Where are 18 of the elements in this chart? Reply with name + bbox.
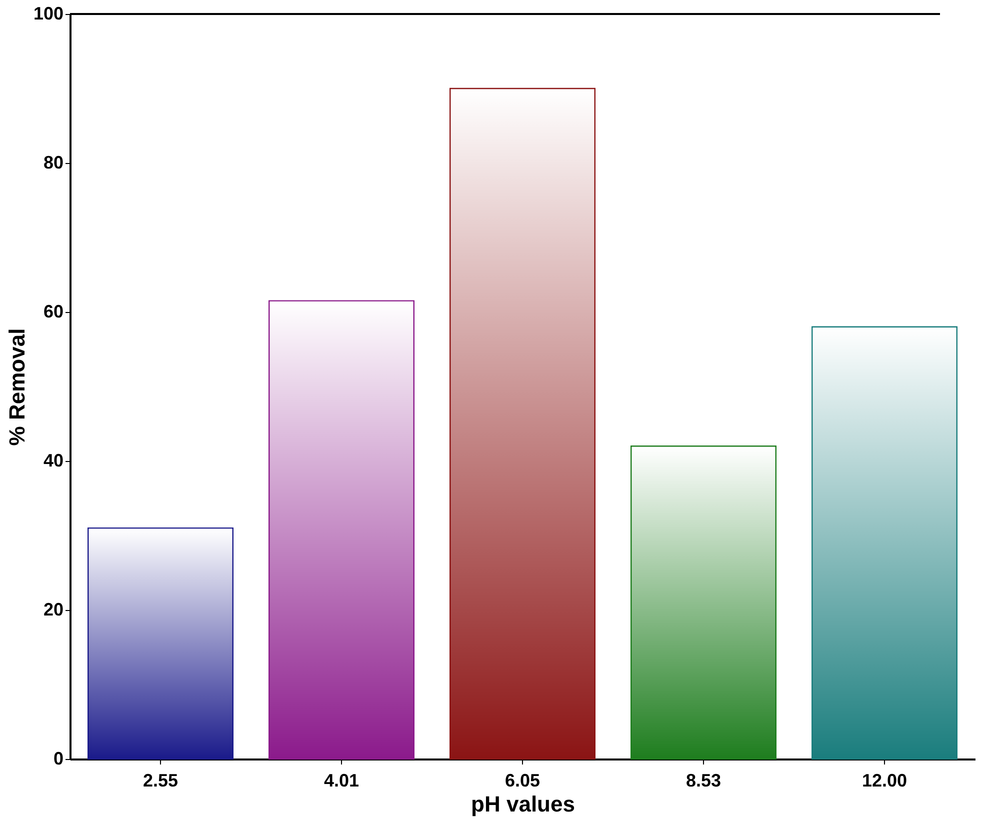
y-tick-label: 60	[43, 302, 64, 322]
x-axis-title: pH values	[471, 792, 575, 816]
y-tick-label: 100	[33, 4, 64, 24]
y-tick-label: 20	[43, 600, 64, 620]
x-tick-label: 6.05	[504, 770, 540, 790]
x-tick-label: 4.01	[324, 770, 360, 790]
y-tick-label: 0	[53, 748, 64, 768]
x-tick-label: 2.55	[142, 770, 178, 790]
y-tick-label: 40	[43, 450, 64, 470]
bar	[450, 88, 596, 760]
bar	[630, 446, 776, 760]
y-axis-title: % Removal	[4, 328, 30, 446]
bar	[268, 300, 414, 760]
x-tick-label: 12.00	[862, 770, 908, 790]
x-tick-label: 8.53	[686, 770, 722, 790]
bar	[812, 326, 958, 760]
bar	[88, 527, 234, 760]
y-tick-label: 80	[43, 152, 64, 172]
